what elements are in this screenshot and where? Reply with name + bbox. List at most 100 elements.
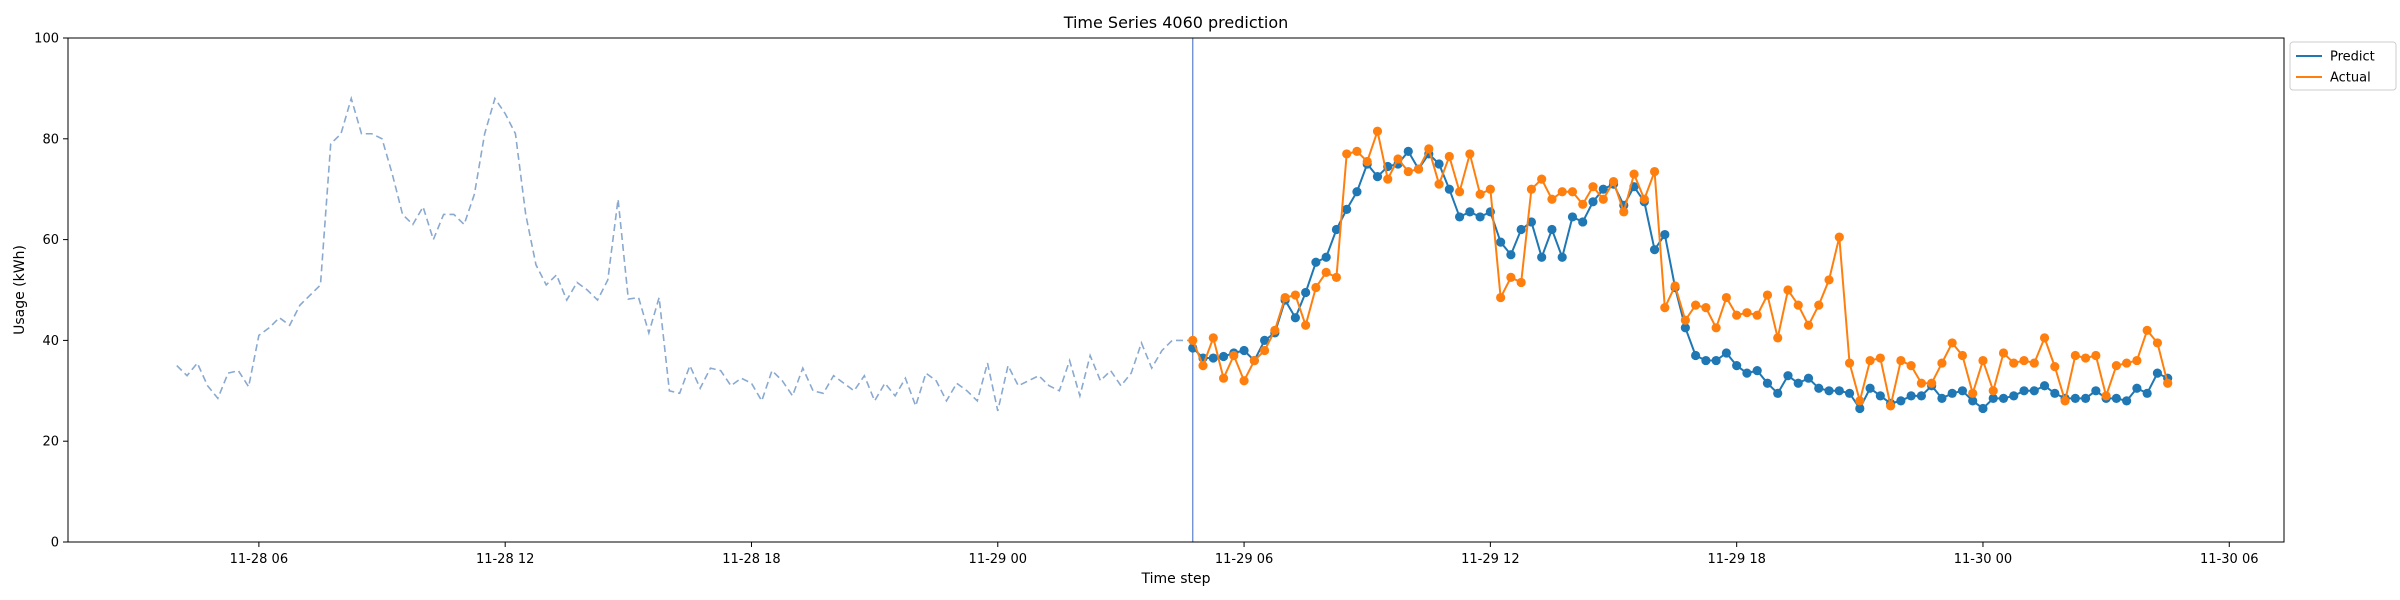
predict-point (2050, 388, 2060, 398)
actual-point (1557, 187, 1567, 197)
predict-point (1988, 393, 1998, 403)
x-tick-label: 11-28 06 (230, 552, 288, 567)
actual-point (1762, 290, 1773, 300)
actual-point (1793, 300, 1803, 310)
actual-point (1978, 355, 1988, 366)
actual-point (2122, 358, 2132, 368)
actual-point (1496, 292, 1506, 303)
predict-point (1844, 388, 1855, 398)
predict-point (1701, 355, 1711, 366)
predict-point (1762, 378, 1773, 388)
predict-point (2122, 396, 2132, 406)
predict-point (1957, 386, 1968, 396)
actual-point (1998, 348, 2009, 358)
actual-point (2163, 378, 2173, 388)
actual-point (1619, 207, 1629, 217)
actual-point (1691, 300, 1701, 310)
predict-point (1331, 224, 1342, 235)
actual-point (1680, 315, 1690, 325)
actual-point (1814, 300, 1824, 310)
predict-point (1968, 396, 1978, 406)
predict-point (1434, 159, 1444, 169)
predict-point (1475, 212, 1485, 222)
actual-point (1927, 378, 1937, 388)
predict-point (1516, 224, 1526, 235)
predict-point (1875, 391, 1885, 401)
actual-point (1844, 358, 1855, 368)
predict-point (2091, 386, 2101, 396)
actual-point (1773, 333, 1783, 343)
legend-label-actual: Actual (2330, 71, 2371, 86)
predict-point (1947, 388, 1957, 398)
predict-point (1660, 229, 1670, 240)
actual-point (2060, 396, 2070, 406)
predict-point (1567, 212, 1578, 222)
actual-point (1270, 325, 1280, 335)
predict-point (1896, 396, 1906, 406)
actual-point (1444, 151, 1454, 162)
predict-point (1506, 250, 1516, 260)
actual-point (1218, 373, 1229, 383)
predict-point (1403, 146, 1413, 156)
actual-point (1311, 282, 1321, 293)
actual-point (2050, 362, 2060, 372)
actual-point (2080, 353, 2091, 363)
actual-point (1598, 194, 1608, 204)
actual-point (1629, 169, 1639, 179)
actual-point (1331, 272, 1342, 282)
actual-point (2019, 355, 2029, 366)
actual-point (1239, 376, 1249, 386)
predict-point (1372, 172, 1383, 182)
y-tick-label: 80 (42, 132, 59, 147)
predict-point (2132, 383, 2142, 393)
actual-point (1649, 166, 1660, 177)
actual-point (1732, 310, 1742, 320)
y-tick-label: 100 (34, 32, 59, 47)
actual-point (1957, 350, 1968, 361)
predict-point (1732, 361, 1742, 371)
predict-point (1742, 368, 1752, 378)
predict-point (1259, 335, 1270, 345)
y-tick-label: 20 (42, 435, 59, 450)
predict-point (1465, 207, 1475, 217)
predict-point (1649, 245, 1660, 255)
predict-point (2111, 393, 2121, 403)
predict-point (1218, 351, 1229, 362)
predict-point (1937, 393, 1947, 403)
actual-point (1886, 401, 1896, 411)
predict-point (1444, 184, 1454, 194)
actual-point (1711, 323, 1721, 333)
actual-point (1670, 281, 1680, 291)
actual-point (1547, 194, 1557, 204)
actual-point (1454, 187, 1465, 197)
predict-point (1752, 366, 1762, 376)
actual-point (2152, 338, 2163, 348)
predict-point (1557, 252, 1567, 262)
predict-point (1578, 217, 1588, 227)
predict-point (1598, 184, 1608, 194)
actual-point (1403, 166, 1413, 177)
predict-point (1783, 371, 1793, 381)
predict-point (1454, 212, 1465, 222)
actual-point (1660, 303, 1670, 313)
actual-point (2101, 391, 2111, 401)
actual-point (1526, 184, 1537, 194)
actual-point (1916, 378, 1926, 388)
predict-point (2009, 391, 2019, 401)
actual-point (1434, 179, 1444, 189)
x-tick-label: 11-29 18 (1707, 552, 1765, 567)
predict-point (1342, 204, 1352, 214)
history-line (176, 95, 1193, 412)
actual-point (1321, 267, 1331, 277)
actual-point (1372, 126, 1383, 136)
actual-line (1191, 127, 2169, 407)
predict-point (1793, 378, 1803, 388)
actual-point (1198, 361, 1208, 371)
actual-point (1865, 355, 1875, 366)
actual-point (1475, 189, 1485, 199)
predict-point (1711, 355, 1721, 366)
actual-point (1803, 320, 1814, 330)
predict-point (1834, 386, 1844, 396)
actual-point (1259, 345, 1270, 356)
